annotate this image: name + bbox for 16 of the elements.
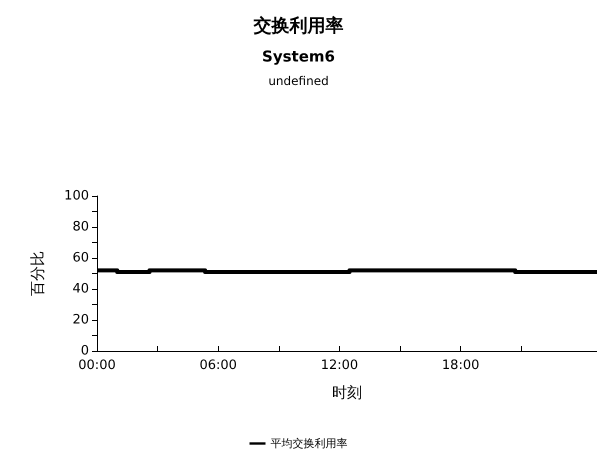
chart-subtitle: System6 xyxy=(262,48,335,66)
y-tick-label: 80 xyxy=(72,220,89,234)
chart-title: 交换利用率 xyxy=(252,16,344,36)
y-tick-label: 60 xyxy=(72,250,89,266)
legend-label: 平均交换利用率 xyxy=(270,437,348,450)
y-tick-label: 40 xyxy=(72,282,89,296)
y-axis-title: 百分比 xyxy=(28,251,46,296)
x-tick-label: 06:00 xyxy=(199,358,237,373)
y-tick-label: 100 xyxy=(64,188,89,204)
x-tick-label: 12:00 xyxy=(320,358,358,373)
text: undefined xyxy=(268,74,329,88)
x-tick-label: 18:00 xyxy=(442,358,480,373)
y-tick-label: 20 xyxy=(72,312,89,328)
x-axis-title: 时刻 xyxy=(332,384,362,402)
y-tick-label: 0 xyxy=(80,344,89,358)
x-tick-label: 00:00 xyxy=(78,358,116,373)
